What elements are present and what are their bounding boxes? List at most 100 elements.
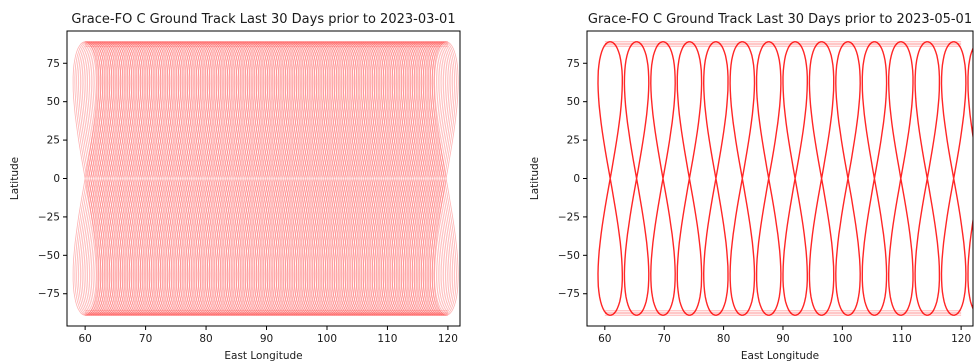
ground-track-loop: [284, 41, 310, 316]
ground-track-loop: [268, 41, 294, 316]
ground-track-loop: [167, 41, 192, 316]
x-tick-label: 110: [377, 333, 397, 345]
ground-track-loop: [197, 41, 223, 316]
ground-track-loop: [139, 41, 165, 316]
y-tick-label: 50: [47, 96, 60, 108]
x-axis-label: East Longitude: [224, 350, 302, 362]
x-tick-label: 100: [317, 333, 337, 345]
ground-track-loop: [623, 41, 650, 316]
ground-track-loop: [177, 41, 203, 316]
ground-track-loop: [226, 41, 252, 316]
ground-track-loop: [312, 41, 338, 316]
ground-track-loop: [168, 41, 194, 316]
ground-track-loop: [755, 41, 782, 316]
ground-track-loop: [194, 41, 220, 316]
ground-track-loop: [417, 41, 443, 316]
x-tick-label: 120: [951, 333, 971, 345]
ground-track-loop: [341, 41, 367, 316]
ground-track-loop: [967, 46, 973, 311]
x-axis-ticks: 60 70 80 90 100 110 120: [78, 326, 458, 345]
ground-track-series: [72, 41, 459, 316]
ground-track-loop: [237, 41, 263, 316]
ground-track-loop: [328, 41, 354, 316]
ground-track-loop: [114, 41, 140, 316]
y-tick-label: 75: [567, 58, 580, 70]
ground-track-loop: [138, 41, 163, 316]
ground-track-loop: [366, 41, 392, 316]
ground-track-loop: [380, 41, 407, 316]
ground-track-loop: [350, 41, 376, 316]
y-tick-label: 25: [567, 135, 580, 147]
ground-track-loop: [130, 41, 156, 316]
ground-track-loop: [415, 41, 441, 316]
x-tick-label: 80: [717, 333, 730, 345]
ground-track-loop: [390, 41, 415, 316]
ground-track-loop: [203, 41, 229, 316]
ground-track-loop: [279, 41, 305, 316]
x-tick-label: 60: [78, 333, 91, 345]
ground-track-loop: [337, 41, 363, 316]
ground-track-loop: [308, 41, 334, 316]
ground-track-loop: [252, 41, 278, 316]
ground-track-loop: [361, 41, 386, 316]
ground-track-loop: [650, 41, 676, 316]
ground-track-loop: [212, 41, 238, 316]
ground-track-loop: [424, 41, 450, 316]
ground-track-loop: [170, 41, 196, 316]
ground-track-loop: [78, 41, 104, 316]
ground-track-loop: [99, 41, 125, 316]
ground-track-loop: [261, 41, 287, 316]
y-tick-label: −75: [38, 288, 60, 300]
ground-track-loop: [79, 41, 105, 316]
ground-track-loop: [134, 41, 160, 316]
ground-track-loop: [319, 41, 345, 316]
ground-track-loop: [397, 41, 423, 316]
ground-track-loop: [152, 41, 178, 316]
ground-track-loop: [888, 41, 914, 316]
x-tick-label: 80: [199, 333, 212, 345]
ground-track-loop: [235, 41, 261, 316]
ground-track-loop: [391, 41, 417, 316]
ground-track-loop: [313, 41, 339, 316]
ground-track-loop: [192, 41, 218, 316]
ground-track-loop: [259, 41, 285, 316]
ground-track-loop: [239, 41, 265, 316]
ground-track-loop: [729, 41, 756, 316]
ground-track-loop: [199, 41, 225, 316]
ground-track-loop: [96, 41, 122, 316]
ground-track-loop: [87, 41, 113, 316]
ground-track-loop: [263, 41, 289, 316]
ground-track-loop: [373, 41, 399, 316]
ground-track-loop: [163, 41, 189, 316]
ground-track-loop: [150, 41, 176, 316]
ground-track-loop: [248, 41, 274, 316]
y-tick-label: 75: [47, 58, 60, 70]
ground-track-loop: [288, 41, 314, 316]
ground-track-loop: [295, 41, 321, 316]
ground-track-loop: [370, 41, 396, 316]
ground-track-loop: [179, 41, 205, 316]
ground-track-loop: [702, 41, 729, 316]
ground-track-loop: [205, 41, 230, 316]
ground-track-loop: [324, 41, 350, 316]
ground-track-loop: [219, 41, 245, 316]
ground-track-loop: [404, 41, 430, 316]
ground-track-loop: [74, 41, 100, 316]
ground-track-loop: [393, 41, 419, 316]
ground-track-loop: [275, 41, 301, 316]
chart-title: Grace-FO C Ground Track Last 30 Days pri…: [71, 12, 455, 27]
chart-left: Grace-FO C Ground Track Last 30 Days pri…: [9, 12, 461, 362]
ground-track-loop: [232, 41, 258, 316]
ground-track-loop: [353, 41, 379, 316]
x-tick-label: 120: [438, 333, 458, 345]
x-tick-label: 70: [139, 333, 152, 345]
ground-track-loop: [371, 41, 397, 316]
ground-track-loop: [159, 41, 185, 316]
y-axis-label: Latitude: [529, 157, 541, 200]
chart-right: Grace-FO C Ground Track Last 30 Days pri…: [529, 12, 974, 362]
ground-track-loop: [125, 41, 151, 316]
ground-track-loop: [386, 41, 412, 316]
ground-track-loop: [406, 41, 432, 316]
ground-track-loop: [76, 41, 102, 316]
